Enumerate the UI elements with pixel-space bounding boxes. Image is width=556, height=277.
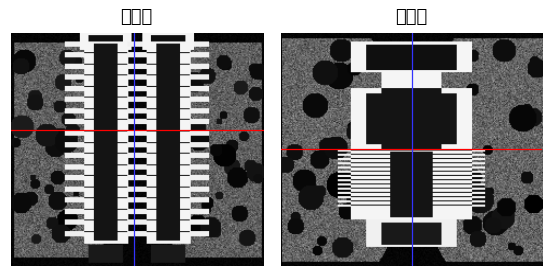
Text: 시험군: 시험군: [395, 8, 428, 25]
Text: 비교군: 비교군: [120, 8, 152, 25]
